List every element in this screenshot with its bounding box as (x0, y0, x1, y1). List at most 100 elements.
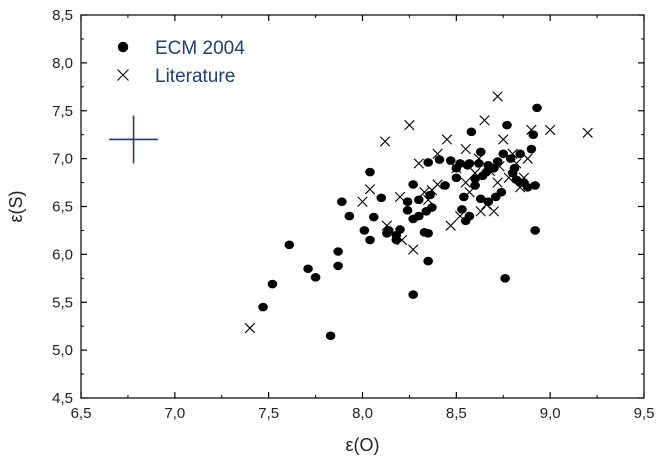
y-tick-label: 8,5 (52, 7, 73, 24)
y-tick-label: 6,5 (52, 199, 73, 216)
literature-point (460, 177, 471, 188)
literature-point (379, 136, 391, 147)
ecm-2004-point (445, 156, 456, 165)
literature-point (479, 115, 490, 126)
ecm-2004-point (402, 197, 413, 207)
legend-marker-literature (117, 69, 129, 81)
ecm-2004-point (303, 264, 313, 274)
ecm-2004-point (528, 130, 539, 139)
legend-label-literature: Literature (155, 66, 235, 87)
ecm-2004-point (325, 331, 336, 341)
literature-point (518, 172, 530, 183)
literature-point (422, 194, 434, 205)
ecm-2004-point (267, 279, 278, 289)
literature-point (357, 196, 368, 207)
literature-point (451, 163, 462, 174)
literature-point (394, 191, 406, 203)
ecm-2004-point (333, 247, 343, 256)
y-tick-label: 7,0 (52, 151, 73, 168)
ecm-2004-point (466, 127, 477, 137)
literature-point (432, 148, 443, 160)
literature-point (484, 165, 496, 177)
literature-point (441, 134, 453, 145)
error-bar-cross (109, 115, 158, 164)
ecm-2004-point (440, 181, 450, 190)
literature-point (511, 158, 522, 169)
ecm-2004-point (455, 159, 465, 168)
literature-point (381, 220, 393, 231)
literature-point (432, 179, 443, 190)
x-axis-ticks: 6,5 7,0 7,5 8,0 8,5 9,0 9,5 (71, 15, 655, 422)
x-tick-label: 8,0 (352, 405, 373, 422)
literature-point (454, 210, 466, 222)
ecm-2004-point (359, 226, 370, 235)
x-tick-label: 7,0 (164, 405, 185, 422)
ecm-2004-point (333, 261, 343, 271)
literature-point (492, 91, 503, 102)
legend-marker-ecm-2004 (117, 41, 129, 53)
ecm-2004-point (423, 256, 433, 266)
literature-point (475, 206, 486, 217)
ecm-2004-point (515, 149, 525, 159)
ecm-2004-point (502, 120, 512, 130)
ecm-2004-point (532, 103, 542, 113)
literature-point (364, 184, 376, 195)
ecm-2004-point (474, 159, 484, 168)
x-tick-label: 7,5 (258, 405, 279, 422)
legend: ECM 2004 Literature (117, 38, 245, 87)
y-axis-ticks: 4,5 5,0 5,5 6,0 6,5 7,0 7,5 8,0 8,5 (52, 7, 644, 407)
literature-point (244, 322, 256, 334)
literature-point (419, 186, 430, 198)
ecm-2004-point (509, 163, 520, 173)
y-tick-label: 7,5 (52, 103, 73, 120)
x-tick-label: 8,5 (446, 405, 467, 422)
literature-point (404, 119, 415, 131)
literature-point (522, 153, 533, 164)
literature-point (507, 148, 518, 160)
literature-point (503, 172, 515, 183)
ecm-2004-point (522, 183, 533, 192)
y-tick-label: 6,0 (52, 246, 73, 263)
ecm-2004-point (258, 302, 268, 312)
literature-point (488, 206, 500, 217)
ecm-2004-point (526, 144, 537, 154)
ecm-2004-point (408, 180, 418, 189)
ecm-2004-point (492, 157, 503, 166)
ecm-2004-point (423, 158, 433, 167)
ecm-2004-point (530, 226, 540, 235)
ecm-2004-point (496, 187, 507, 197)
ecm-2004-point (368, 212, 379, 222)
ecm-2004-point (457, 205, 467, 214)
ecm-2004-point (414, 195, 424, 205)
literature-point (464, 186, 475, 198)
ecm-2004-point (427, 203, 437, 212)
ecm-2004-point (500, 274, 510, 283)
legend-cross-glyph (117, 69, 129, 81)
x-tick-label: 6,5 (71, 405, 92, 422)
ecm-2004-point (365, 167, 375, 177)
ecm-2004-point (464, 211, 475, 221)
literature-point (460, 143, 471, 155)
ecm-2004-point (475, 147, 486, 157)
ecm-2004-point (414, 211, 424, 221)
literature-point (514, 182, 526, 193)
ecm-2004-point (464, 159, 475, 168)
ecm-2004-point (383, 226, 394, 235)
literature-point (396, 234, 408, 246)
ecm-2004-point (408, 290, 418, 299)
literature-point (469, 167, 481, 179)
literature-point (492, 177, 503, 188)
ecm-2004-point (395, 225, 405, 234)
ecm-2004-point (365, 235, 375, 245)
literature-point (481, 199, 492, 210)
ecm-2004-point (470, 181, 480, 190)
ecm-2004-point (344, 211, 355, 221)
literature-point (407, 244, 419, 255)
literature-point (544, 124, 556, 136)
literature-point (582, 127, 593, 138)
y-tick-label: 4,5 (52, 390, 73, 407)
literature-point (413, 158, 424, 169)
x-tick-label: 9,0 (540, 405, 561, 422)
x-tick-label: 9,5 (634, 405, 655, 422)
